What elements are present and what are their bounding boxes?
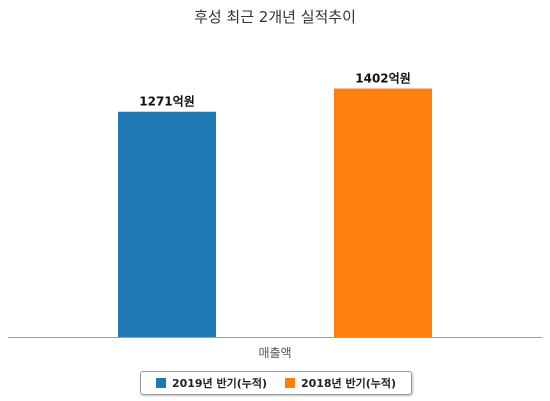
x-tick-label: 매출액: [258, 346, 291, 360]
data-label-2018: 1402억원: [355, 72, 410, 86]
legend-swatch-2019: [155, 378, 166, 388]
legend-swatch-2018: [284, 378, 295, 388]
legend: 2019년 반기(누적) 2018년 반기(누적): [140, 371, 412, 395]
legend-item-2018[interactable]: 2018년 반기(누적): [284, 375, 397, 391]
legend-label-2018: 2018년 반기(누적): [300, 377, 397, 390]
legend-label-2019: 2019년 반기(누적): [171, 377, 268, 390]
chart-title: 후성 최근 2개년 실적추이: [194, 8, 356, 26]
bar-2019[interactable]: [118, 111, 216, 338]
data-label-2019: 1271억원: [139, 95, 194, 109]
legend-item-2019[interactable]: 2019년 반기(누적): [155, 375, 268, 391]
bar-2018[interactable]: [334, 88, 432, 337]
